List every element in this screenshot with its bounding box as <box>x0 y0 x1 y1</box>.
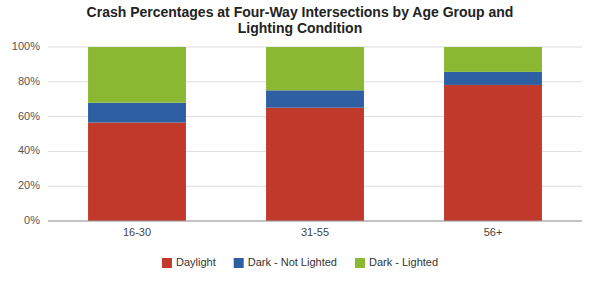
y-grid <box>48 47 582 221</box>
bar-segment <box>266 90 364 107</box>
bar-segment <box>444 47 542 72</box>
x-tick-label: 31-55 <box>301 226 329 238</box>
legend-label: Dark - Lighted <box>369 256 438 268</box>
y-tick-label: 80% <box>18 75 40 87</box>
bar-segment <box>88 123 186 221</box>
legend-swatch <box>162 258 172 268</box>
bar-segment <box>88 103 186 123</box>
bar-segment <box>444 85 542 221</box>
bar-segment <box>444 72 542 85</box>
legend-item: Dark - Lighted <box>355 256 438 268</box>
chart-svg: Crash Percentages at Four-Way Intersecti… <box>0 0 600 281</box>
title-line: Lighting Condition <box>238 20 362 36</box>
y-tick-label: 0% <box>24 214 40 226</box>
y-tick-label: 40% <box>18 144 40 156</box>
legend-swatch <box>355 258 365 268</box>
title-line: Crash Percentages at Four-Way Intersecti… <box>87 4 514 20</box>
bar-segment <box>88 47 186 103</box>
legend-item: Dark - Not Lighted <box>234 256 337 268</box>
legend-item: Daylight <box>162 256 216 268</box>
bar-segment <box>266 108 364 221</box>
legend-label: Daylight <box>176 256 216 268</box>
bars <box>88 47 542 221</box>
grid-line <box>48 221 582 222</box>
x-tick-label: 56+ <box>484 226 503 238</box>
title: Crash Percentages at Four-Way Intersecti… <box>87 4 514 36</box>
x-tick-labels: 16-30 31-55 56+ <box>123 226 502 238</box>
y-tick-labels: 0% 20% 40% 60% 80% 100% <box>12 40 40 226</box>
x-axis-line <box>48 221 582 222</box>
y-tick-label: 100% <box>12 40 40 52</box>
bar-segment <box>266 47 364 90</box>
y-tick-label: 20% <box>18 179 40 191</box>
legend-label: Dark - Not Lighted <box>248 256 337 268</box>
chart-container: Crash Percentages at Four-Way Intersecti… <box>0 0 600 281</box>
legend: Daylight Dark - Not Lighted Dark - Lighted <box>162 256 438 268</box>
background <box>0 0 600 281</box>
x-tick-label: 16-30 <box>123 226 151 238</box>
y-tick-label: 60% <box>18 110 40 122</box>
legend-swatch <box>234 258 244 268</box>
